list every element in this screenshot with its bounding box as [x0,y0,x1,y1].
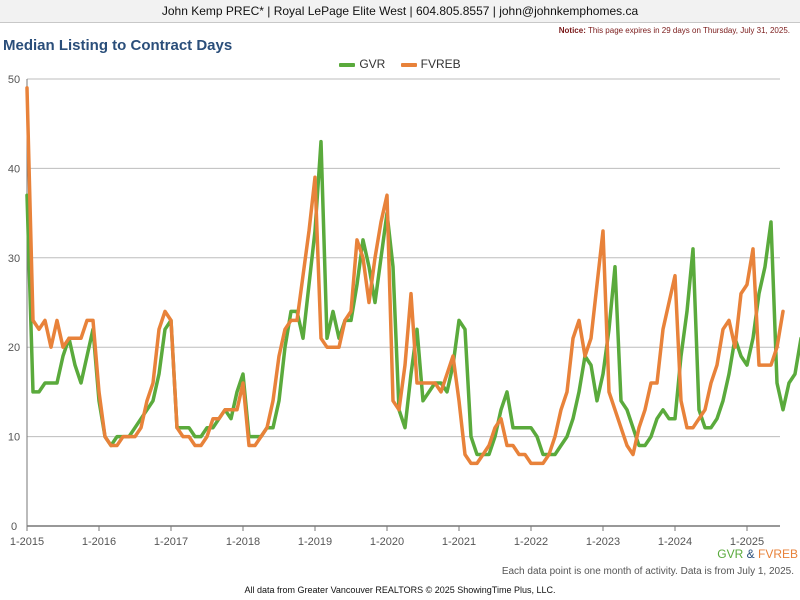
notice-label: Notice: [558,26,586,35]
legend-item-fvreb[interactable]: FVREB [400,57,461,71]
legend-swatch-gvr [339,62,356,67]
notice-text: This page expires in 29 days on Thursday… [587,26,790,35]
header-text: John Kemp PREC* | Royal LePage Elite Wes… [161,4,639,18]
series-label-fvreb: FVREB [757,547,798,561]
footer-credit: All data from Greater Vancouver REALTORS… [244,585,556,595]
series-label-gvr: GVR [717,547,744,561]
series-line-fvreb [25,86,785,466]
y-tick-label: 0 [11,521,17,533]
x-tick-label: 1-2017 [154,536,188,548]
legend-swatch-fvreb [400,62,417,67]
x-tick-label: 1-2021 [442,536,476,548]
y-tick-label: 10 [8,432,20,444]
y-tick-label: 30 [8,253,20,265]
x-tick-label: 1-2022 [514,536,548,548]
header-bar: John Kemp PREC* | Royal LePage Elite Wes… [0,0,800,23]
x-tick-label: 1-2016 [82,536,116,548]
x-tick-label: 1-2025 [730,536,764,548]
x-tick-label: 1-2020 [370,536,404,548]
legend-item-gvr[interactable]: GVR [339,57,385,71]
y-tick-label: 20 [8,342,20,354]
series-label: GVR & FVREB [717,547,798,561]
footnote: Each data point is one month of activity… [501,566,794,577]
y-tick-label: 40 [8,163,20,175]
x-tick-label: 1-2023 [586,536,620,548]
y-tick-label: 50 [8,74,20,86]
legend-label-gvr: GVR [359,57,386,71]
x-tick-label: 1-2015 [10,536,44,548]
chart-legend: GVR FVREB [0,57,800,71]
x-tick-label: 1-2024 [658,536,692,548]
x-tick-label: 1-2019 [298,536,332,548]
legend-label-fvreb: FVREB [420,57,461,71]
expiry-notice: Notice: This page expires in 29 days on … [559,26,790,35]
series-label-sep: & [743,547,758,561]
x-tick-label: 1-2018 [226,536,260,548]
chart-title: Median Listing to Contract Days [3,37,233,54]
